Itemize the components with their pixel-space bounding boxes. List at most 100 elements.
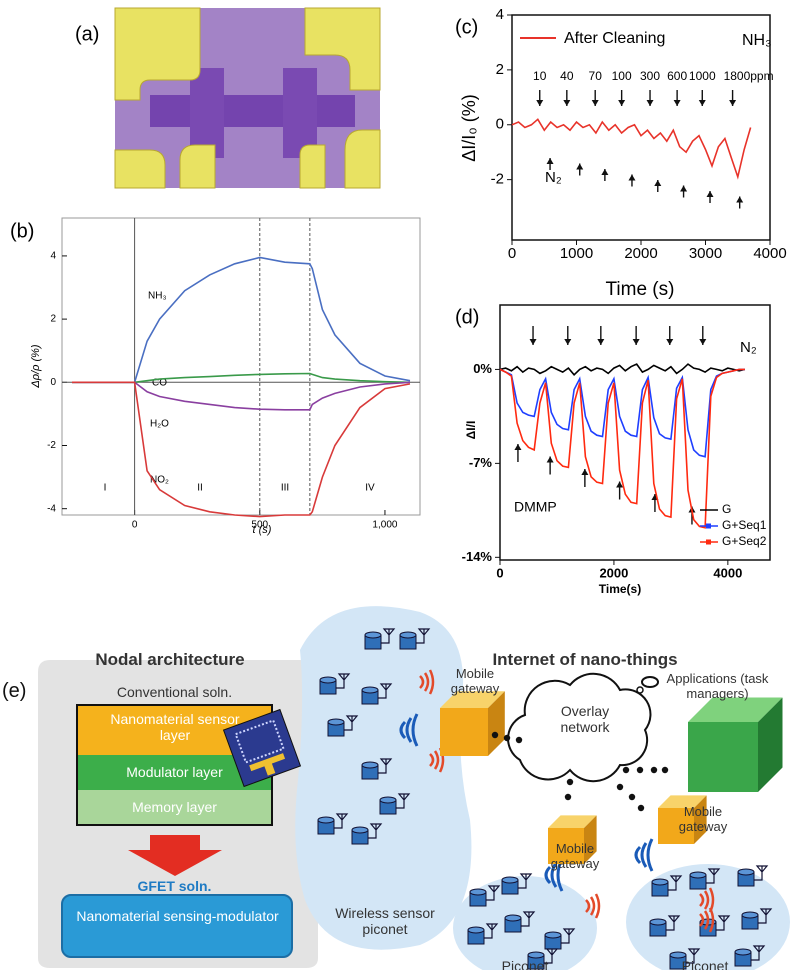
injection-arrow-head — [698, 100, 706, 106]
sensor-antenna — [396, 793, 411, 809]
link-dot — [503, 734, 511, 742]
series-line — [499, 368, 745, 458]
series-line — [499, 363, 746, 376]
sensor-node — [351, 823, 383, 845]
sensor-antenna — [666, 915, 681, 931]
sensor-node — [379, 793, 411, 815]
cube-front — [658, 808, 694, 844]
purge-arrow-head — [628, 174, 636, 181]
y-tick-label: 4 — [50, 251, 56, 262]
x-tick-label: 500 — [251, 520, 268, 531]
wireless-wave — [699, 913, 705, 927]
x-tick-label: 0 — [132, 520, 138, 531]
sensor-node — [467, 923, 499, 945]
sensor-node — [649, 915, 681, 937]
link-dot — [491, 731, 499, 739]
x-axis-label: Time (s) — [606, 279, 675, 300]
sensor-node — [361, 683, 393, 705]
legend-marker — [706, 539, 711, 545]
wireless-wave — [405, 717, 413, 743]
sensor-antenna — [751, 945, 766, 961]
gateway-label: Mobile gateway — [450, 666, 500, 696]
series-label: NO₂ — [150, 475, 169, 486]
sensor-top — [689, 871, 707, 879]
sensor-top — [327, 718, 345, 726]
series-line — [72, 372, 411, 384]
sensor-top — [364, 631, 382, 639]
piconet-label: Piconet — [681, 958, 729, 970]
purge-arrow — [597, 326, 605, 345]
sensor-node — [651, 875, 683, 897]
sensor-node — [469, 885, 501, 907]
x-tick-label: 2000 — [624, 245, 657, 262]
x-axis-label: t (s) — [253, 524, 272, 536]
panel-label: (d) — [455, 306, 479, 328]
purge-arrow-head — [576, 163, 584, 170]
sensor-node — [504, 911, 536, 933]
gas-label: NH₃ — [742, 32, 772, 49]
sensor-antenna — [378, 758, 393, 774]
cube-side — [758, 697, 783, 792]
x-tick-label: 3000 — [689, 245, 722, 262]
panel-label: (b) — [10, 220, 34, 242]
sensor-antenna — [378, 683, 393, 699]
sensor-node — [327, 715, 359, 737]
injection-arrow — [536, 90, 544, 106]
sensor-antenna — [416, 628, 431, 644]
layer-label: Modulator layer — [126, 764, 223, 780]
gas-arrow — [514, 444, 522, 462]
y-tick-label: -2 — [491, 171, 504, 188]
series-line — [72, 256, 411, 384]
sensor-antenna — [381, 628, 396, 644]
gfet-box-label: Nanomaterial sensing-modulator — [76, 908, 279, 924]
cube — [688, 697, 783, 792]
legend-marker — [706, 523, 711, 529]
sensor-top — [317, 816, 335, 824]
section-title: Nodal architecture — [95, 650, 245, 669]
sensor-top — [741, 911, 759, 919]
link-dot — [661, 766, 669, 774]
sensor-top — [467, 926, 485, 934]
wireless-wave — [423, 672, 430, 692]
purge-label: N₂ — [740, 339, 757, 356]
link-dot — [636, 766, 644, 774]
injection-label: 1800ppm — [724, 69, 774, 83]
cube — [658, 795, 707, 844]
piconet-label: Wireless sensor piconet — [335, 905, 435, 938]
cube — [440, 691, 505, 756]
cube-side — [584, 815, 597, 864]
sensor-node — [737, 865, 769, 887]
sensor-antenna — [758, 908, 773, 924]
sensor-antenna — [668, 875, 683, 891]
wireless-wave — [634, 845, 642, 865]
injection-label: 1000 — [689, 69, 716, 83]
x-tick-label: 0 — [508, 245, 516, 262]
wireless-wave — [594, 893, 601, 919]
purge-arrow-head — [666, 339, 674, 345]
sensor-node — [734, 945, 766, 967]
region-label: I — [104, 483, 107, 494]
layer-heading: Conventional soln. — [116, 684, 233, 700]
injection-arrow — [591, 90, 599, 106]
applications-label: Applications (task managers) — [666, 671, 769, 701]
purge-arrow — [666, 326, 674, 345]
series-line — [511, 118, 752, 180]
x-tick-label: 0 — [496, 565, 503, 580]
purge-arrow — [601, 169, 609, 181]
gas-arrow-head — [616, 481, 624, 488]
panel-label: (c) — [455, 16, 478, 38]
sensor-antenna — [544, 948, 559, 964]
gas-arrow-head — [514, 444, 522, 450]
cube-top — [688, 697, 783, 722]
purge-arrow — [576, 163, 584, 176]
wireless-wave — [433, 750, 440, 770]
series-label: H₂O — [150, 419, 169, 430]
gas-label: DMMP — [514, 499, 557, 515]
sensor-antenna — [716, 915, 731, 931]
sensor-top — [319, 676, 337, 684]
overlay-label: Overlay network — [560, 703, 610, 736]
legend-label: G+Seq1 — [722, 518, 767, 532]
x-tick-label: 1,000 — [372, 520, 397, 531]
wireless-wave — [585, 899, 591, 913]
purge-arrow — [736, 196, 744, 209]
